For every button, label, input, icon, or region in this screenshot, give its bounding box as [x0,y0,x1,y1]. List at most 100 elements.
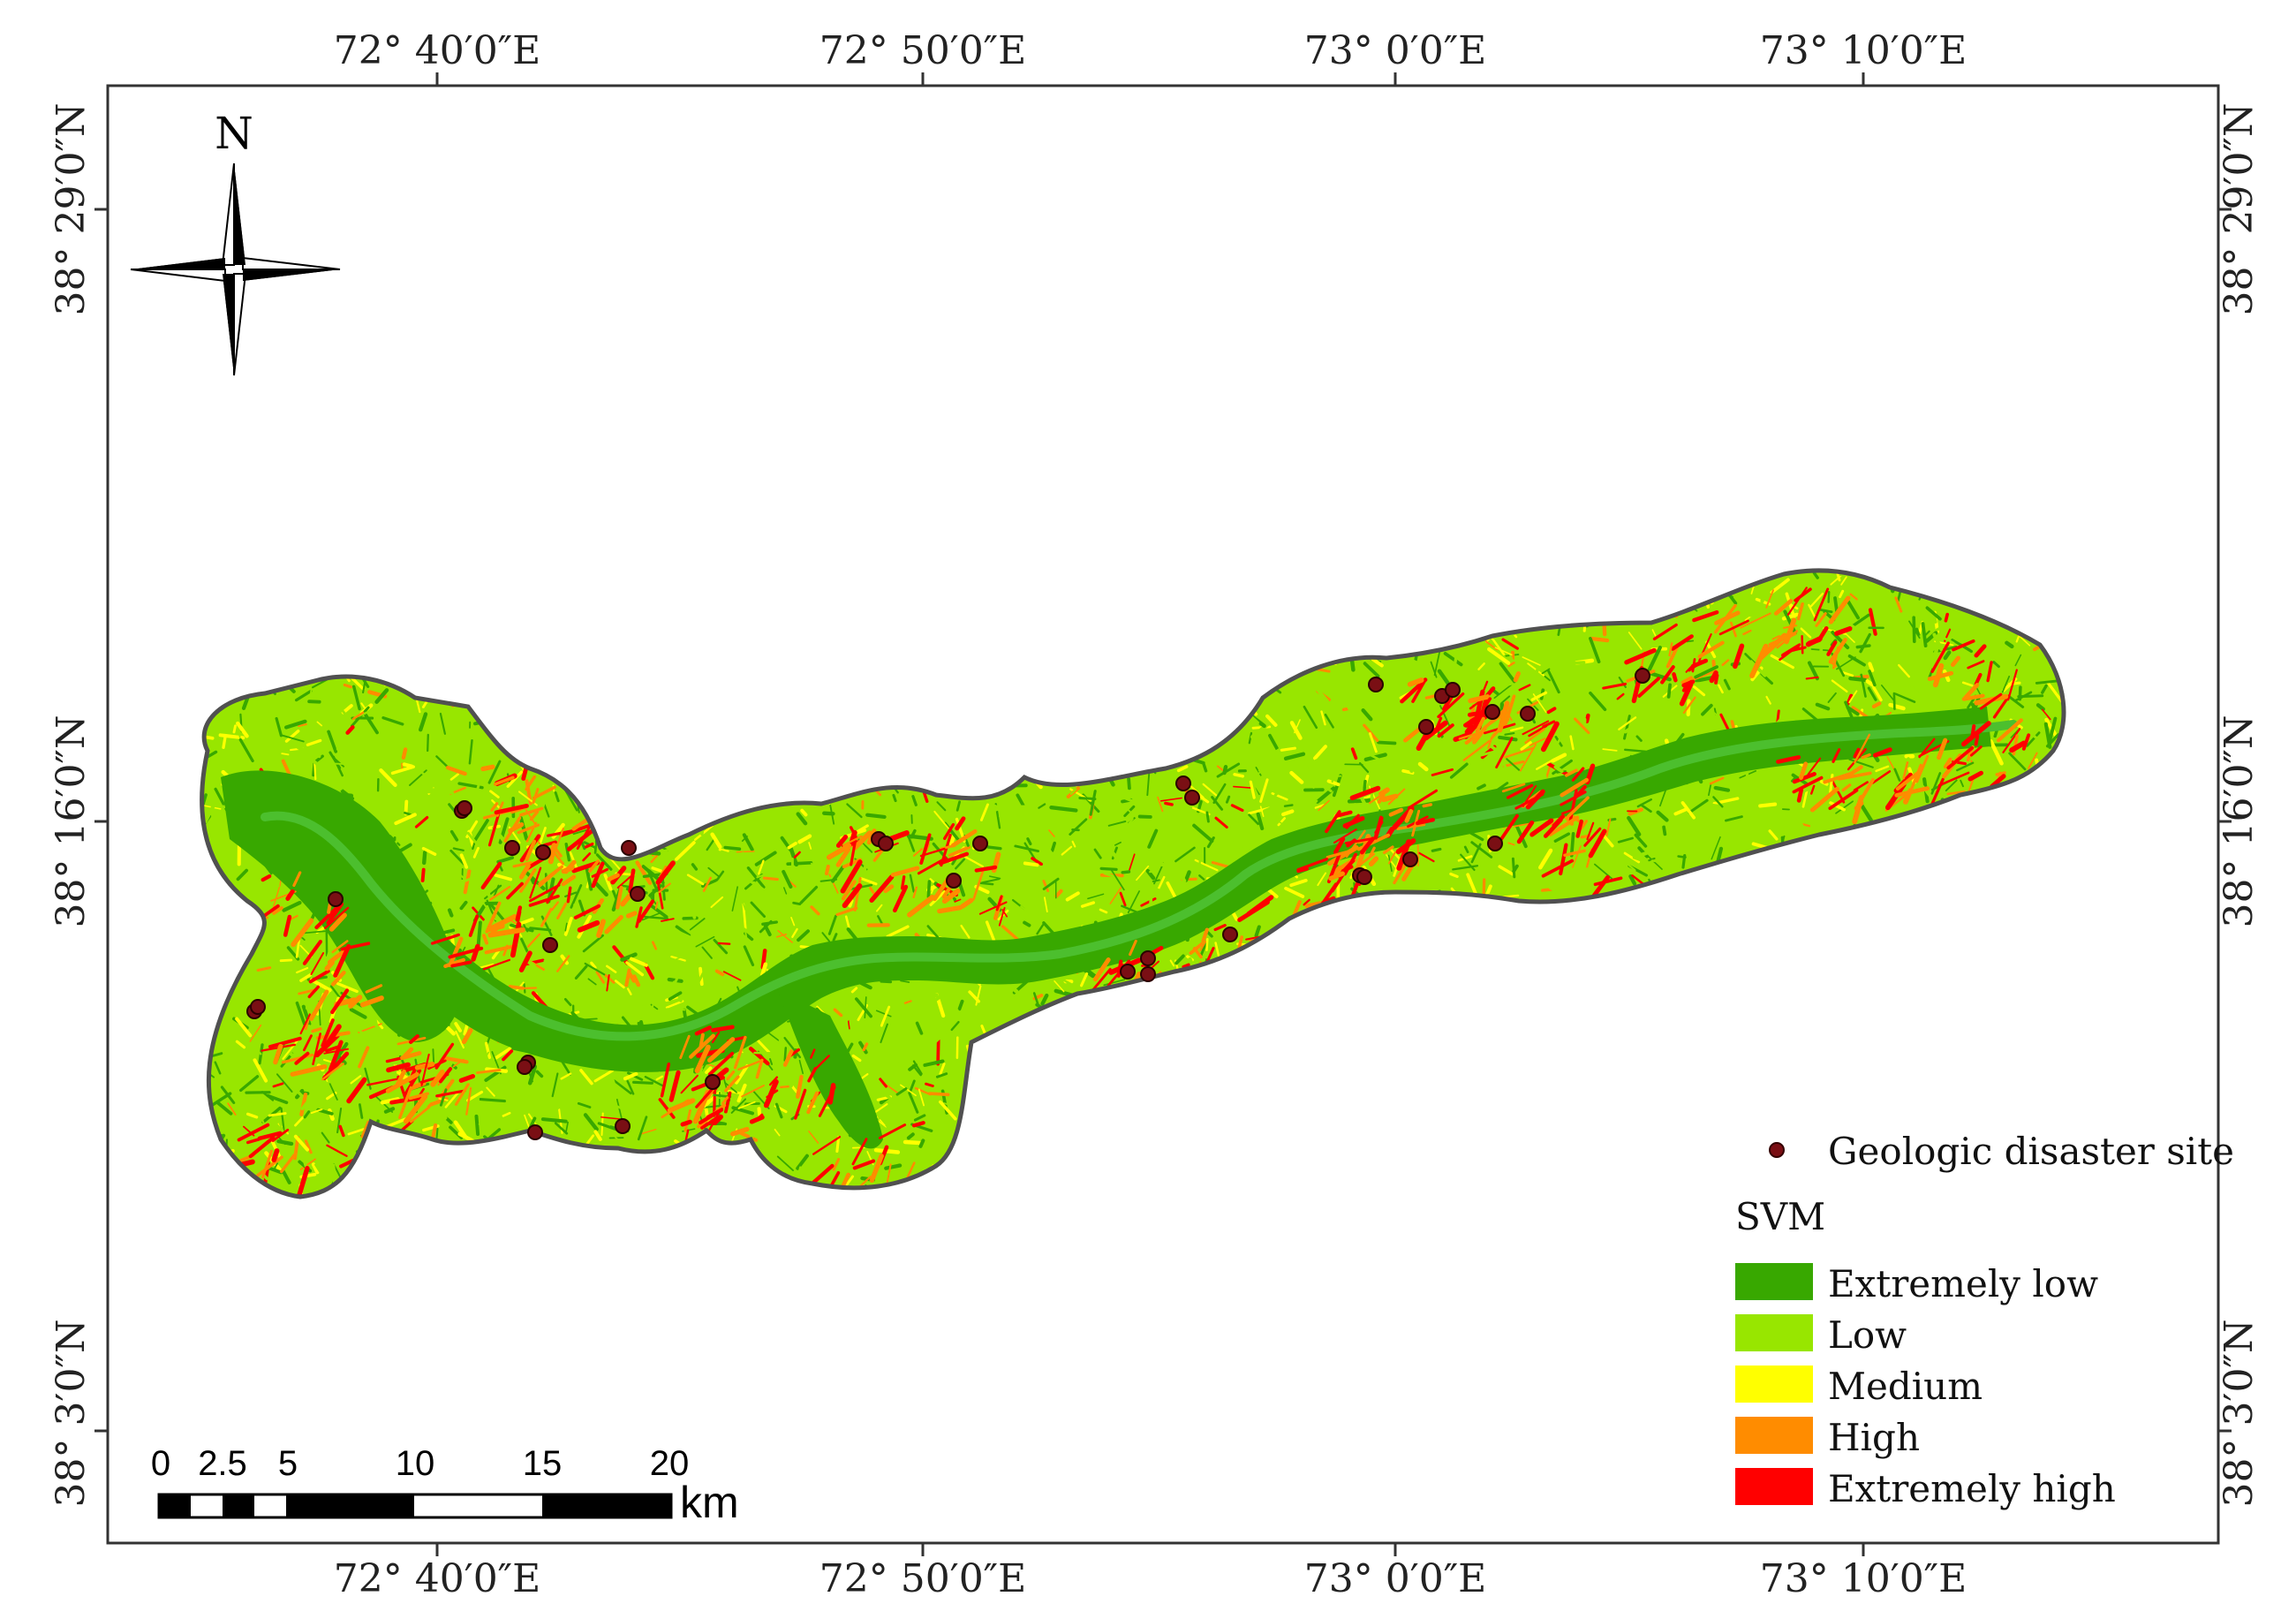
raster-stroke [1263,805,1275,813]
raster-stroke [742,903,747,930]
raster-stroke [502,1049,514,1062]
raster-stroke [635,860,653,886]
raster-stroke [595,853,613,871]
raster-stroke [540,1117,568,1123]
raster-stroke [1594,863,1614,881]
raster-stroke [590,961,597,970]
raster-stroke [903,1139,922,1146]
raster-stroke [1280,809,1295,817]
raster-stroke [982,1018,993,1025]
raster-stroke [560,807,573,819]
raster-stroke [939,1063,946,1076]
raster-stroke [1363,662,1380,678]
raster-stroke [1635,735,1643,742]
raster-stroke [570,1126,589,1137]
raster-stroke [621,884,631,889]
raster-stroke [918,1139,925,1148]
raster-stroke [1676,843,1695,862]
raster-stroke [1016,793,1025,807]
raster-stroke [1431,847,1442,852]
raster-stroke [1277,817,1286,827]
raster-stroke [590,1006,605,1011]
raster-stroke [1827,591,1831,603]
raster-stroke [1612,830,1622,844]
raster-stroke [753,1051,781,1055]
raster-stroke [941,912,958,928]
raster-stroke [1138,882,1152,895]
raster-stroke [1839,589,1845,599]
raster-stroke [925,1082,934,1087]
raster-stroke [2019,635,2031,647]
raster-stroke [577,1101,592,1108]
raster-stroke [797,859,818,872]
raster-stroke [526,933,540,948]
raster-stroke [879,856,903,863]
raster-stroke [1723,678,1731,691]
raster-stroke [650,904,668,919]
raster-stroke [565,1121,569,1132]
raster-stroke [1014,844,1039,852]
raster-stroke [1725,815,1743,822]
raster-stroke [1255,767,1262,776]
raster-stroke [1612,857,1621,878]
raster-stroke [877,915,884,926]
raster-stroke [1398,793,1412,810]
raster-stroke [655,1075,664,1081]
raster-stroke [780,1085,790,1089]
raster-stroke [1522,765,1529,781]
raster-stroke [1650,859,1672,864]
raster-stroke [1634,833,1648,848]
raster-stroke [1054,889,1063,898]
raster-stroke [706,919,724,931]
raster-stroke [797,929,810,942]
raster-stroke [476,920,482,948]
raster-stroke [909,874,915,893]
raster-stroke [455,1098,465,1113]
raster-stroke [1188,957,1195,967]
raster-stroke [463,869,472,895]
raster-stroke [486,886,493,902]
raster-stroke [279,958,293,963]
raster-stroke [1205,938,1209,951]
raster-stroke [1738,605,1763,610]
raster-stroke [908,1092,919,1114]
raster-stroke [1023,920,1031,927]
raster-stroke [1265,714,1278,727]
raster-stroke [442,838,457,844]
raster-stroke [208,832,220,850]
raster-stroke [1504,731,1515,736]
raster-stroke [759,1131,774,1147]
raster-stroke [538,1091,545,1105]
raster-stroke [1590,674,1595,683]
raster-stroke [853,799,859,813]
raster-stroke [587,978,597,986]
raster-stroke [736,1083,747,1103]
raster-stroke [520,937,530,956]
raster-stroke [1054,988,1074,997]
raster-stroke [1623,851,1641,864]
raster-stroke [1387,854,1393,873]
raster-stroke [740,851,745,862]
raster-stroke [1688,798,1709,814]
raster-stroke [1677,855,1687,859]
raster-stroke [1363,779,1367,793]
raster-stroke [913,1114,926,1122]
raster-stroke [880,980,893,984]
raster-stroke [1662,825,1667,836]
raster-stroke [1023,861,1039,867]
raster-stroke [487,760,502,784]
raster-stroke [318,707,330,715]
raster-stroke [625,961,645,977]
raster-stroke [1472,750,1495,759]
raster-stroke [314,754,324,763]
raster-stroke [922,993,939,1000]
raster-stroke [1135,834,1144,840]
raster-stroke [833,1008,843,1018]
raster-stroke [665,1000,684,1009]
raster-stroke [474,1114,480,1136]
raster-stroke [1538,848,1553,870]
raster-stroke [1628,632,1643,650]
raster-stroke [2028,752,2038,769]
raster-stroke [1913,632,1931,654]
raster-stroke [494,874,513,881]
